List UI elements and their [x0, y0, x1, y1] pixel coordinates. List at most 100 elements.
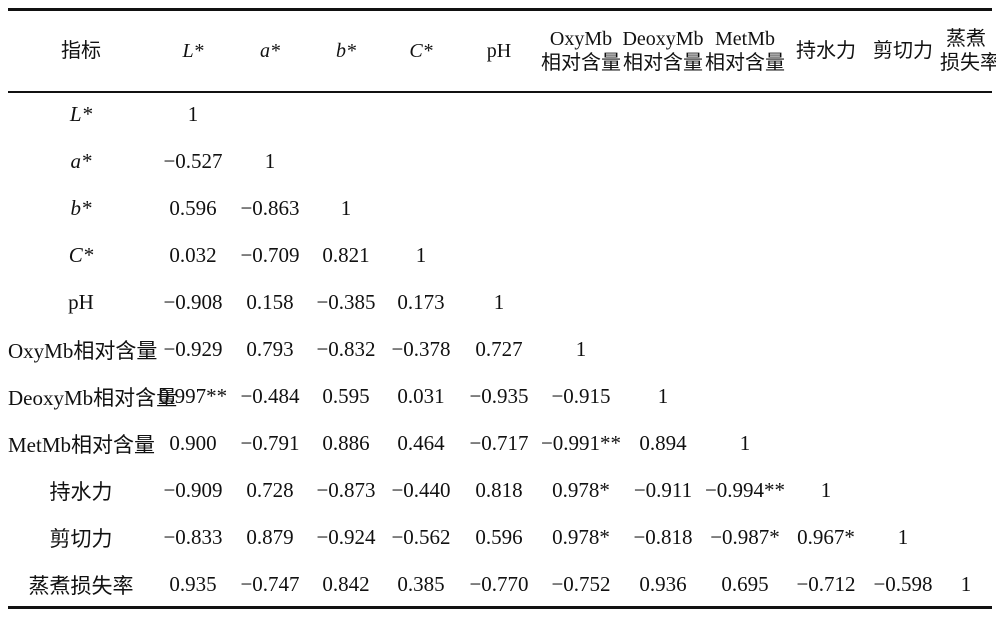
- column-header: 蒸煮 损失率: [940, 11, 996, 91]
- column-header-line1: pH: [486, 40, 512, 62]
- table-cell: 0.842: [322, 572, 370, 596]
- column-header-line1: 持水力: [796, 40, 856, 62]
- table-cell: 1: [960, 572, 972, 596]
- column-header-line1: b*: [336, 40, 356, 62]
- table-row: C* 0.032 −0.709 0.821 1: [8, 232, 992, 279]
- table-cell: 1: [739, 431, 751, 455]
- row-label: L*: [69, 102, 93, 126]
- empty-cell: [458, 138, 540, 185]
- table-cell: 0.886: [322, 431, 370, 455]
- table-cell: −0.911: [633, 478, 693, 502]
- table-cell: −0.991**: [540, 431, 622, 455]
- table-cell: 0.158: [246, 290, 294, 314]
- column-header: OxyMb 相对含量: [540, 11, 622, 91]
- table-cell: 0.031: [397, 384, 445, 408]
- empty-cell: [622, 91, 704, 138]
- empty-cell: [540, 185, 622, 232]
- table-cell: 1: [340, 196, 352, 220]
- empty-cell: [940, 326, 992, 373]
- table-cell: 1: [820, 478, 832, 502]
- empty-cell: [940, 514, 992, 561]
- empty-cell: [540, 232, 622, 279]
- empty-cell: [866, 232, 940, 279]
- table-row: OxyMb相对含量 −0.929 0.793 −0.832 −0.378 0.727 1: [8, 326, 992, 373]
- table-cell: −0.935: [469, 384, 529, 408]
- empty-cell: [940, 185, 992, 232]
- column-header-line2: 相对含量: [541, 52, 621, 74]
- empty-cell: [866, 91, 940, 138]
- table-cell: 0.695: [721, 572, 769, 596]
- table-cell: 0.596: [475, 525, 523, 549]
- empty-cell: [704, 138, 786, 185]
- empty-cell: [704, 232, 786, 279]
- column-header: 持水力: [786, 11, 866, 91]
- table-cell: −0.770: [469, 572, 529, 596]
- empty-cell: [940, 138, 992, 185]
- table-cell: −0.712: [796, 572, 856, 596]
- row-label: a*: [70, 149, 92, 173]
- table-cell: −0.440: [391, 478, 451, 502]
- table-cell: 0.935: [169, 572, 217, 596]
- table-row: DeoxyMb相对含量 0.997** −0.484 0.595 0.031 −0.935…: [8, 373, 992, 420]
- table-cell: −0.791: [240, 431, 300, 455]
- table-cell: −0.378: [391, 337, 451, 361]
- empty-cell: [866, 279, 940, 326]
- empty-cell: [866, 467, 940, 514]
- table-cell: 0.879: [246, 525, 294, 549]
- empty-cell: [940, 232, 992, 279]
- empty-cell: [866, 373, 940, 420]
- empty-cell: [308, 138, 384, 185]
- empty-cell: [940, 420, 992, 467]
- row-label: OxyMb相对含量: [8, 338, 158, 363]
- empty-cell: [540, 91, 622, 138]
- empty-cell: [940, 91, 992, 138]
- column-header-line1: C*: [409, 40, 433, 62]
- table-cell: −0.385: [316, 290, 376, 314]
- empty-cell: [786, 232, 866, 279]
- table-cell: 0.997**: [158, 384, 228, 408]
- empty-cell: [622, 326, 704, 373]
- column-header-line1: DeoxyMb: [622, 28, 704, 50]
- table-cell: 0.978*: [552, 525, 610, 549]
- table-cell: −0.909: [163, 478, 223, 502]
- table-cell: 0.818: [475, 478, 523, 502]
- table-cell: −0.752: [551, 572, 611, 596]
- table-cell: −0.562: [391, 525, 451, 549]
- table-cell: 0.727: [475, 337, 523, 361]
- empty-cell: [704, 279, 786, 326]
- table-row: a* −0.527 1: [8, 138, 992, 185]
- table-row: 剪切力 −0.833 0.879 −0.924 −0.562 0.596 0.978* −0.…: [8, 514, 992, 561]
- row-label: 剪切力: [49, 526, 113, 551]
- table-cell: −0.987*: [710, 525, 780, 549]
- empty-cell: [622, 279, 704, 326]
- column-header: 指标: [8, 11, 154, 91]
- table-cell: −0.915: [551, 384, 611, 408]
- table-cell: 0.464: [397, 431, 445, 455]
- table-cell: −0.832: [316, 337, 376, 361]
- column-header-line2: 损失率: [940, 52, 996, 74]
- table-cell: 0.173: [397, 290, 445, 314]
- table-cell: 0.894: [639, 431, 687, 455]
- empty-cell: [786, 185, 866, 232]
- table-cell: −0.908: [163, 290, 223, 314]
- table-header-rule: [8, 91, 992, 93]
- table-cell: 0.967*: [797, 525, 855, 549]
- empty-cell: [866, 138, 940, 185]
- column-header: b*: [308, 11, 384, 91]
- empty-cell: [704, 185, 786, 232]
- table-row: MetMb相对含量 0.900 −0.791 0.886 0.464 −0.717 −0.9…: [8, 420, 992, 467]
- empty-cell: [458, 91, 540, 138]
- table-cell: 0.900: [169, 431, 217, 455]
- table-cell: −0.994**: [704, 478, 786, 502]
- empty-cell: [940, 373, 992, 420]
- column-header-line1: MetMb: [715, 28, 775, 50]
- column-header-line1: L*: [182, 40, 204, 62]
- column-header: L*: [154, 11, 232, 91]
- table-body: L* 1 a* −0.527 1 b* 0.596 −0.863 1 C* 0.032 −0.709 0…: [8, 91, 992, 608]
- table-cell: 1: [493, 290, 505, 314]
- row-label: 蒸煮损失率: [28, 573, 134, 598]
- row-label: DeoxyMb相对含量: [8, 385, 178, 410]
- empty-cell: [384, 138, 458, 185]
- table-cell: −0.484: [240, 384, 300, 408]
- table-cell: 0.978*: [552, 478, 610, 502]
